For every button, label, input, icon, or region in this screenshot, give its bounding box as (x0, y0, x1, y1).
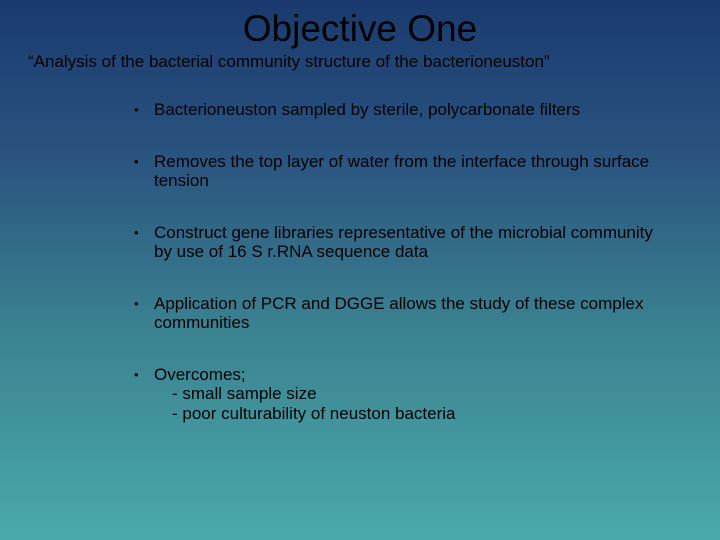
bullet-text: Application of PCR and DGGE allows the s… (154, 294, 643, 333)
list-item: Application of PCR and DGGE allows the s… (134, 294, 656, 333)
sub-list: - small sample size - poor culturability… (154, 384, 656, 423)
list-item: Removes the top layer of water from the … (134, 152, 656, 191)
list-item: Overcomes; - small sample size - poor cu… (134, 365, 656, 424)
sub-item: - small sample size (154, 384, 656, 404)
list-item: Bacterioneuston sampled by sterile, poly… (134, 100, 656, 120)
bullet-text: Bacterioneuston sampled by sterile, poly… (154, 100, 580, 119)
sub-item: - poor culturability of neuston bacteria (154, 404, 656, 424)
bullet-text: Construct gene libraries representative … (154, 223, 653, 262)
bullet-text: Overcomes; (154, 365, 246, 384)
bullet-list: Bacterioneuston sampled by sterile, poly… (24, 100, 696, 423)
slide-title: Objective One (24, 8, 696, 50)
bullet-text: Removes the top layer of water from the … (154, 152, 649, 191)
slide: Objective One “Analysis of the bacterial… (0, 0, 720, 540)
slide-subtitle: “Analysis of the bacterial community str… (24, 52, 696, 72)
list-item: Construct gene libraries representative … (134, 223, 656, 262)
